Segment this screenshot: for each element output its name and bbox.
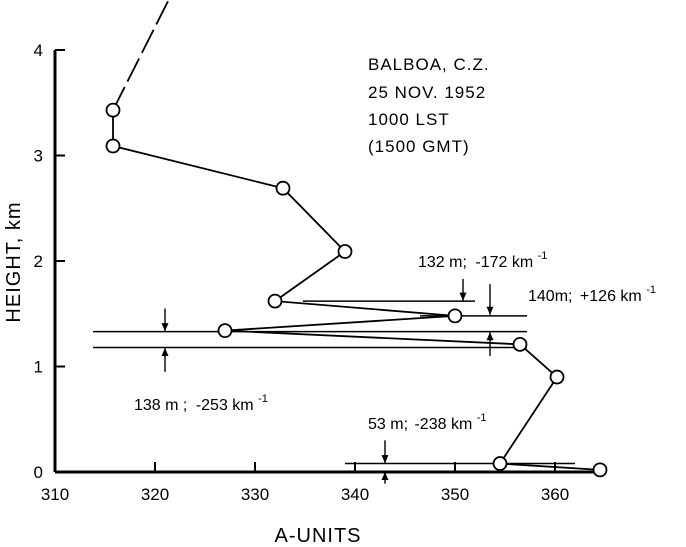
y-tick-label: 0 [34, 463, 43, 482]
data-point [105, 138, 121, 154]
thickness-arrowhead [486, 332, 494, 341]
layer-annotation-140m: 140m; +126 km -1 [528, 284, 656, 305]
thickness-arrowhead [381, 472, 389, 480]
data-point [512, 336, 528, 352]
data-point [275, 180, 291, 196]
layer-annotation-138m-value: 138 m ; [134, 397, 187, 414]
layer-annotation-138m-gradient: -253 km [196, 397, 254, 414]
layer-annotation-132m: 132 m; -172 km -1 [418, 250, 547, 271]
layer-annotation-140m-value: 140m; [528, 288, 572, 305]
x-tick-label: 350 [441, 485, 469, 504]
thickness-arrowhead [486, 306, 494, 315]
y-tick-label: 1 [34, 358, 43, 377]
layer-annotation-140m-gradient: +126 km [580, 288, 642, 305]
data-point [592, 462, 608, 478]
note-line-local-time: 1000 LST [368, 110, 449, 129]
x-tick-label: 330 [241, 485, 269, 504]
data-point [549, 369, 565, 385]
profile-series [105, 0, 608, 478]
note-line-date: 25 NOV. 1952 [368, 83, 486, 102]
layer-arrows [161, 278, 494, 484]
layer-annotation-53m-value: 53 m; [368, 416, 408, 433]
layer-annotation-140m-exponent: -1 [646, 284, 656, 296]
y-tick-label: 4 [34, 41, 43, 60]
y-tick-label: 2 [34, 252, 43, 271]
layer-annotation-138m-exponent: -1 [258, 393, 268, 405]
data-point [337, 244, 353, 259]
thickness-arrowhead [161, 323, 169, 332]
layer-annotation-132m-gradient: -172 km [475, 254, 533, 271]
thickness-arrowhead [161, 348, 169, 357]
layer-annotation-53m-gradient: -238 km [414, 416, 472, 433]
layer-annotation-53m-exponent: -1 [477, 412, 487, 424]
layer-boundaries [93, 300, 575, 473]
y-axis-title: HEIGHT, km [3, 201, 25, 322]
data-point [217, 323, 233, 339]
y-tick-label: 3 [34, 147, 43, 166]
data-point [267, 293, 283, 309]
layer-annotation-132m-value: 132 m; [418, 254, 467, 271]
thickness-arrowhead [459, 292, 467, 301]
x-axis-title: A-UNITS [275, 525, 362, 547]
data-point [447, 308, 463, 324]
x-tick-label: 320 [141, 485, 169, 504]
note-line-station: BALBOA, C.Z. [368, 55, 490, 74]
x-tick-label: 340 [341, 485, 369, 504]
axes: 310 320 330 340 350 360 0 1 2 3 4 [34, 41, 605, 504]
note-line-gmt-time: (1500 GMT) [368, 137, 470, 156]
thickness-arrowhead [381, 455, 389, 464]
layer-annotation-53m: 53 m; -238 km -1 [368, 412, 487, 433]
data-point [492, 456, 508, 471]
profile-line [112, 110, 601, 471]
data-point [105, 102, 121, 118]
x-tick-label: 360 [541, 485, 569, 504]
station-notes: BALBOA, C.Z. 25 NOV. 1952 1000 LST (1500… [368, 55, 495, 156]
profile-extension-dashed [112, 0, 170, 111]
layer-annotation-138m: 138 m ; -253 km -1 [134, 393, 268, 414]
layer-annotation-132m-exponent: -1 [538, 250, 548, 262]
x-tick-label: 310 [41, 485, 69, 504]
